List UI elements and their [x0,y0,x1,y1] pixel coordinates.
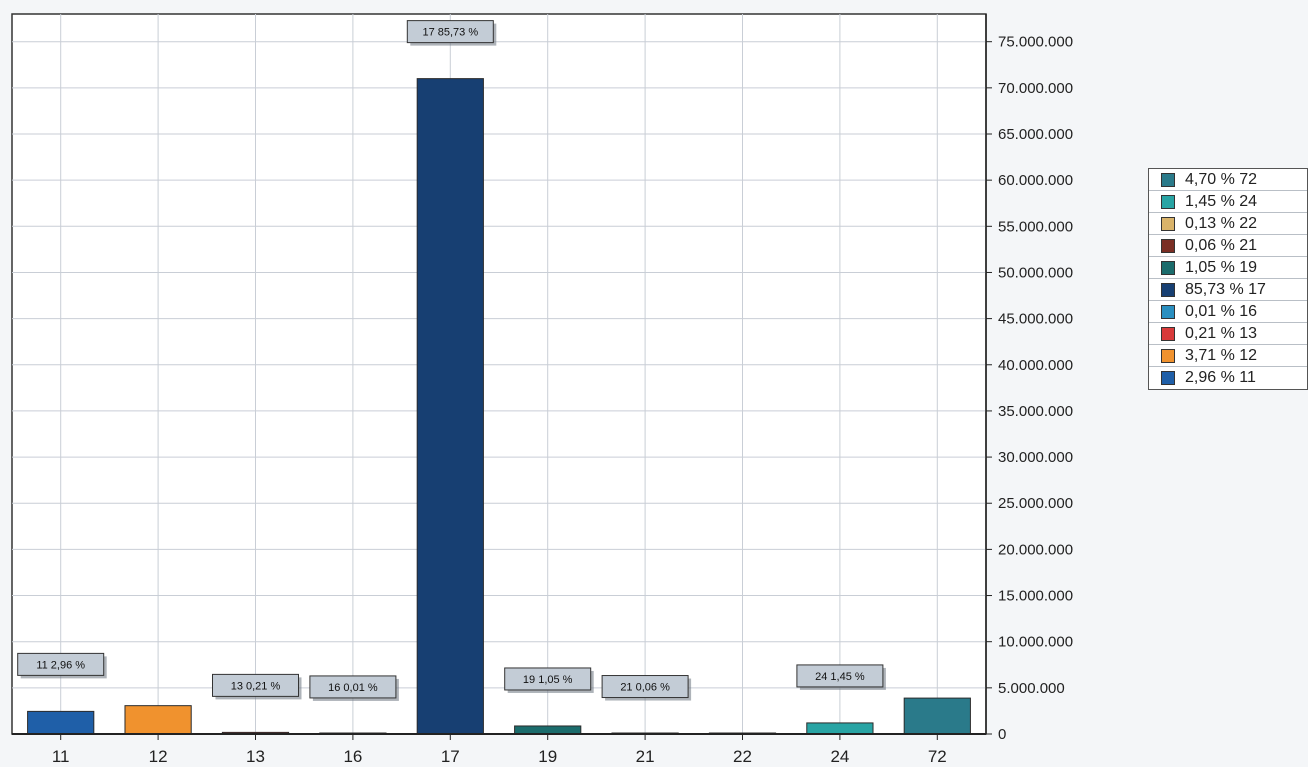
data-label: 17 85,73 % [422,27,478,39]
y-tick-label: 70.000.000 [998,80,1073,97]
legend-swatch [1161,216,1175,231]
data-label-box [796,664,884,688]
data-label-box [601,675,689,699]
data-label-box [212,673,299,697]
bars [12,78,986,735]
legend-label: 4,70 % 72 [1185,170,1258,188]
legend-swatch [1161,304,1175,319]
legend-swatch [1161,326,1175,341]
y-tick-label: 5.000.000 [998,680,1065,697]
x-tick-label: 12 [149,747,168,766]
data-label-box [309,675,397,699]
bar-11 [27,710,95,735]
legend-swatch [1161,172,1175,187]
legend-item: 0,13 % 22 [1149,213,1307,235]
y-tick-label: 40.000.000 [998,357,1073,374]
legend-item: 1,05 % 19 [1149,257,1307,279]
legend-label: 0,13 % 22 [1185,214,1258,232]
legend-swatch [1161,348,1175,363]
y-tick-label: 65.000.000 [998,126,1073,143]
x-tick-label: 19 [538,747,557,766]
legend-label: 0,06 % 21 [1185,236,1258,254]
x-tick-label: 11 [52,747,70,766]
data-label-box [406,20,494,44]
y-tick-label: 50.000.000 [998,264,1073,281]
y-tick-label: 20.000.000 [998,541,1073,558]
bar-24 [806,722,874,735]
y-tick-label: 45.000.000 [998,311,1073,328]
data-label-box [17,652,105,676]
x-tick-label: 16 [343,747,362,766]
legend-label: 1,05 % 19 [1185,258,1258,276]
y-tick-label: 25.000.000 [998,495,1073,512]
data-label: 24 1,45 % [815,671,865,683]
legend-label: 85,73 % 17 [1185,280,1266,298]
legend: 4,70 % 72 1,45 % 24 0,13 % 22 0,06 % 21 1,05… [1148,168,1308,390]
y-tick-label: 30.000.000 [998,449,1073,466]
y-axis: 0 5.000.000 10.000.000 15.000.000 20.000.000… [985,14,1073,743]
data-labels: 11 2,96 % 13 0,21 % 16 0,01 % 17 85,73 % 19 … [17,20,886,701]
legend-item: 2,96 % 11 [1149,367,1307,389]
data-label: 21 0,06 % [620,682,670,694]
data-label: 11 2,96 % [36,659,85,671]
legend-swatch [1161,194,1175,209]
bar-72 [903,697,971,735]
data-label-box [504,667,592,691]
bar-12 [124,705,192,735]
data-label: 16 0,01 % [328,682,378,694]
legend-item: 0,21 % 13 [1149,323,1307,345]
legend-label: 3,71 % 12 [1185,346,1258,364]
y-tick-label: 35.000.000 [998,403,1073,420]
x-tick-label: 21 [636,747,655,766]
legend-label: 1,45 % 24 [1185,192,1258,210]
x-tick-label: 22 [733,747,752,766]
y-tick-label: 10.000.000 [998,634,1073,651]
legend-swatch [1161,238,1175,253]
data-label: 19 1,05 % [523,674,573,686]
x-tick-label: 17 [441,747,460,766]
legend-swatch [1161,282,1175,297]
legend-swatch [1161,260,1175,275]
legend-item: 3,71 % 12 [1149,345,1307,367]
y-tick-label: 0 [998,726,1006,743]
bar-17 [416,78,484,735]
legend-item: 1,45 % 24 [1149,191,1307,213]
y-tick-label: 15.000.000 [998,588,1073,605]
y-tick-label: 55.000.000 [998,218,1073,235]
legend-swatch [1161,371,1175,385]
x-tick-label: 13 [246,747,265,766]
x-tick-label: 24 [830,747,849,766]
x-axis: 11 12 13 16 17 19 21 22 24 72 [52,734,947,766]
legend-label: 2,96 % 11 [1185,369,1256,386]
legend-item: 4,70 % 72 [1149,169,1307,191]
y-tick-label: 75.000.000 [998,34,1073,51]
legend-item: 0,06 % 21 [1149,235,1307,257]
x-tick-label: 72 [928,747,947,766]
legend-label: 0,21 % 13 [1185,324,1258,342]
bar-19 [514,725,582,735]
legend-label: 0,01 % 16 [1185,302,1258,320]
data-label: 13 0,21 % [231,680,281,692]
y-tick-label: 60.000.000 [998,172,1073,189]
legend-item: 0,01 % 16 [1149,301,1307,323]
legend-item: 85,73 % 17 [1149,279,1307,301]
